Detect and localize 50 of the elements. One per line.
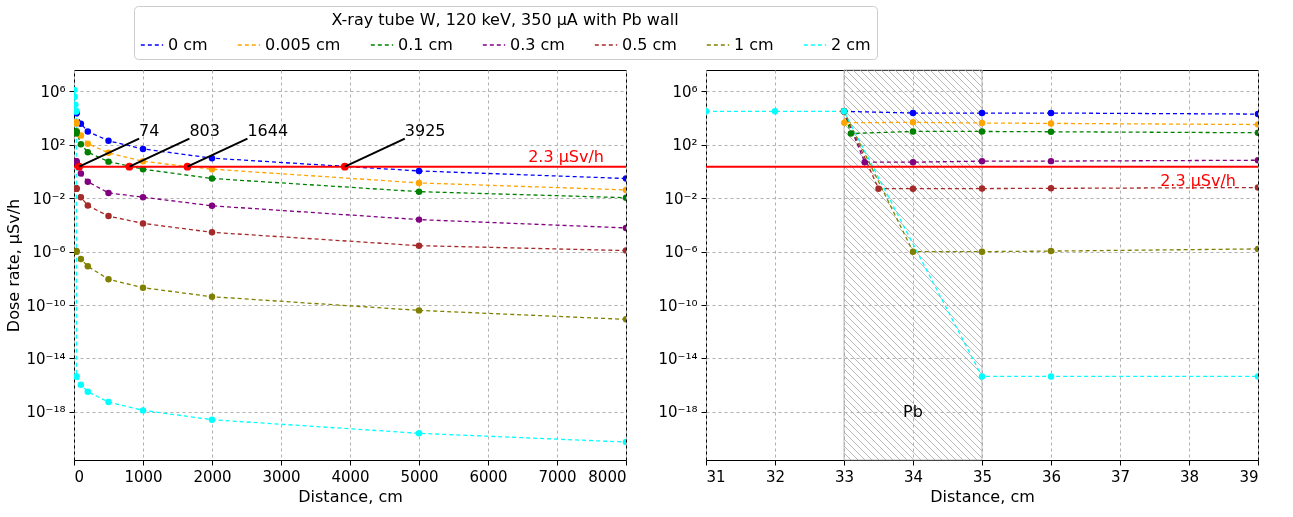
annotation: 803 bbox=[189, 120, 220, 140]
x-tick-label: 35 bbox=[972, 467, 993, 486]
y-tick-label: 10⁶ bbox=[40, 82, 66, 101]
annotation: 1644 bbox=[247, 120, 289, 140]
x-tick-label: 0 bbox=[74, 467, 85, 486]
x-tick-label: 38 bbox=[1179, 467, 1200, 486]
x-tick-label: 39 bbox=[1239, 467, 1259, 486]
x-tick-label: 8000 bbox=[588, 467, 627, 486]
annotation: 74 bbox=[139, 120, 160, 140]
y-tick-label: 10⁻¹⁸ bbox=[658, 403, 698, 422]
legend-label: 1 cm bbox=[734, 35, 774, 54]
annotation: 3925 bbox=[404, 120, 446, 140]
y-tick-label: 10⁻¹⁰ bbox=[658, 296, 698, 315]
y-tick-label: 10² bbox=[40, 136, 66, 155]
x-tick-label: 31 bbox=[706, 467, 726, 486]
x-tick-label: 1000 bbox=[124, 467, 163, 486]
x-axis-title: Distance, cm bbox=[930, 486, 1035, 506]
legend-title: X-ray tube W, 120 keV, 350 μA with Pb wall bbox=[331, 10, 679, 29]
y-axis-title: Dose rate, μSv/h bbox=[4, 198, 24, 333]
legend-label: 2 cm bbox=[831, 35, 871, 54]
y-tick-label: 10⁻² bbox=[664, 189, 698, 208]
y-tick-label: 10⁻¹⁴ bbox=[26, 349, 66, 368]
x-tick-label: 34 bbox=[903, 467, 924, 486]
x-tick-label: 33 bbox=[834, 467, 855, 486]
y-tick-label: 10⁻¹⁴ bbox=[658, 349, 698, 368]
x-tick-label: 7000 bbox=[538, 467, 577, 486]
y-tick-label: 10⁶ bbox=[672, 82, 698, 101]
x-axis-title: Distance, cm bbox=[298, 486, 403, 506]
ref-line-label: 2.3 μSv/h bbox=[1160, 170, 1236, 190]
y-tick-label: 10⁻⁶ bbox=[664, 243, 698, 262]
y-tick-label: 10⁻¹⁸ bbox=[26, 403, 66, 422]
x-tick-label: 37 bbox=[1110, 467, 1131, 486]
x-tick-label: 5000 bbox=[400, 467, 439, 486]
legend-label: 0.005 cm bbox=[265, 35, 341, 54]
legend-label: 0.5 cm bbox=[622, 35, 677, 54]
y-tick-label: 10⁻⁶ bbox=[32, 243, 66, 262]
x-tick-label: 36 bbox=[1041, 467, 1062, 486]
x-tick-label: 6000 bbox=[469, 467, 508, 486]
legend-label: 0 cm bbox=[168, 35, 208, 54]
x-tick-label: 4000 bbox=[331, 467, 370, 486]
band-label: Pb bbox=[903, 402, 923, 421]
x-tick-label: 32 bbox=[765, 467, 786, 486]
y-tick-label: 10⁻² bbox=[32, 189, 66, 208]
y-tick-label: 10⁻¹⁰ bbox=[26, 296, 66, 315]
legend-label: 0.3 cm bbox=[510, 35, 565, 54]
ref-line-label: 2.3 μSv/h bbox=[528, 146, 604, 166]
x-tick-label: 3000 bbox=[262, 467, 301, 486]
x-tick-label: 2000 bbox=[193, 467, 232, 486]
legend-label: 0.1 cm bbox=[398, 35, 453, 54]
y-tick-label: 10² bbox=[672, 136, 698, 155]
